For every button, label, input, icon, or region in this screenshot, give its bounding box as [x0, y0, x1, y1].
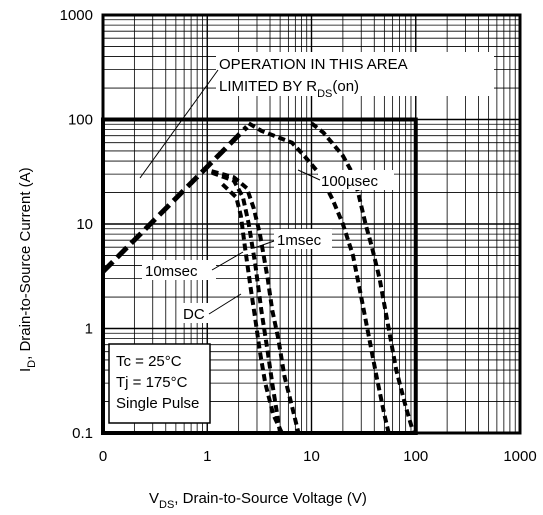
- curve-10ms: [210, 170, 283, 434]
- leader-10ms: [211, 251, 244, 271]
- condition-tc: Tc = 25°C: [116, 353, 182, 370]
- conditions-box: [108, 343, 211, 424]
- x-axis-label: VDS, Drain-to-Source Voltage (V): [149, 490, 367, 511]
- x-tick-label: 100: [403, 448, 428, 465]
- curve-dc: [221, 182, 284, 434]
- label-10ms: 10msec: [145, 263, 198, 280]
- label-1ms: 1msec: [277, 232, 322, 249]
- label-100us-bg: [318, 170, 394, 190]
- leader-1ms: [253, 240, 275, 249]
- y-tick-label: 10: [76, 216, 93, 233]
- y-tick-label: 100: [68, 112, 93, 129]
- curve-100us-a: [247, 121, 391, 434]
- leader-100us: [297, 169, 321, 181]
- label-10ms-bg: [142, 260, 216, 280]
- grid-lines: [101, 13, 522, 435]
- annotation-line2: LIMITED BY RDS(on): [219, 78, 359, 100]
- leader-dc: [208, 293, 242, 315]
- annotation-line1: OPERATION IN THIS AREA: [219, 56, 408, 73]
- condition-pulse: Single Pulse: [116, 395, 199, 412]
- y-tick-label: 0.1: [72, 425, 93, 442]
- x-tick-label: 10: [303, 448, 320, 465]
- label-dc-bg: [180, 303, 212, 323]
- y-tick-label: 1: [85, 321, 93, 338]
- x-tick-label: 1: [203, 448, 211, 465]
- label-1ms-bg: [274, 229, 332, 249]
- label-100us: 100µsec: [321, 173, 379, 190]
- label-dc: DC: [183, 306, 205, 323]
- y-tick-label: 1000: [60, 7, 93, 24]
- x-tick-label: 0: [99, 448, 107, 465]
- rds-label-bg: [216, 52, 494, 96]
- x-tick-label: 1000: [503, 448, 536, 465]
- series-layer: [101, 117, 418, 435]
- y-tick-labels: 0.1 1 10 100 1000: [60, 7, 93, 442]
- operating-region-box: [101, 117, 418, 435]
- condition-tj: Tj = 175°C: [116, 374, 188, 391]
- curve-1ms: [211, 169, 301, 434]
- x-tick-labels: 0 1 10 100 1000: [99, 448, 537, 465]
- rds-limit-line: [101, 125, 249, 274]
- y-axis-label: ID, Drain-to-Source Current (A): [17, 167, 38, 372]
- leader-rds: [139, 69, 219, 179]
